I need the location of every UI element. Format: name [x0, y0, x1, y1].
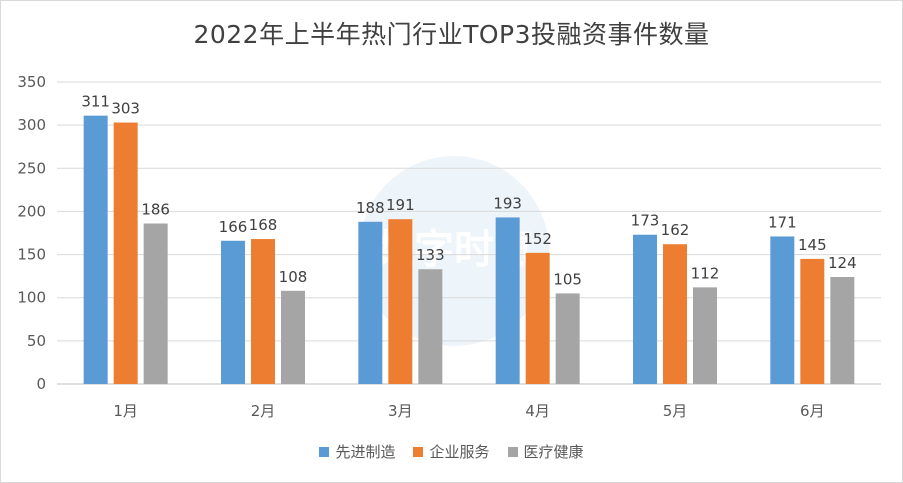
- bar: [281, 290, 305, 384]
- bar: [770, 236, 795, 384]
- chart-legend: 先进制造 企业服务 医疗健康: [1, 441, 902, 462]
- bar: [113, 122, 138, 384]
- data-label: 186: [141, 201, 170, 219]
- y-tick-label: 0: [36, 375, 46, 393]
- data-label: 311: [81, 93, 110, 111]
- legend-item: 医疗健康: [507, 441, 584, 462]
- x-tick-label: 6月: [800, 402, 825, 420]
- legend-swatch: [319, 446, 330, 457]
- y-tick-label: 350: [17, 73, 46, 91]
- data-label: 188: [356, 199, 385, 217]
- data-label: 193: [493, 194, 522, 212]
- bar: [143, 223, 168, 384]
- data-label: 133: [416, 246, 445, 264]
- y-tick-label: 100: [17, 289, 46, 307]
- data-label: 168: [249, 216, 278, 234]
- bar: [83, 115, 108, 384]
- data-label: 191: [386, 196, 415, 214]
- y-tick-label: 150: [17, 246, 46, 264]
- bar: [555, 293, 580, 384]
- bar: [525, 252, 550, 384]
- data-label: 124: [828, 254, 857, 272]
- x-tick-label: 1月: [113, 402, 138, 420]
- data-label: 171: [768, 213, 797, 231]
- legend-label: 医疗健康: [523, 443, 584, 461]
- bar: [663, 244, 687, 384]
- data-label: 166: [219, 218, 248, 236]
- x-tick-label: 3月: [388, 402, 413, 420]
- legend-swatch: [507, 446, 518, 457]
- legend-swatch: [413, 446, 424, 457]
- data-label: 303: [111, 100, 140, 118]
- bar: [495, 217, 520, 384]
- bar: [251, 239, 275, 384]
- bar: [418, 269, 443, 384]
- x-tick-label: 2月: [251, 402, 276, 420]
- legend-item: 先进制造: [319, 441, 395, 462]
- data-label: 152: [523, 230, 552, 248]
- y-tick-label: 50: [27, 332, 46, 350]
- legend-label: 先进制造: [335, 443, 396, 461]
- bar: [800, 258, 825, 384]
- bar: [633, 234, 657, 384]
- data-label: 105: [553, 270, 582, 288]
- data-label: 145: [798, 236, 827, 254]
- y-tick-label: 200: [17, 202, 46, 220]
- bar: [693, 287, 717, 384]
- bar: [221, 240, 245, 384]
- bar: [358, 221, 383, 384]
- chart-title: 2022年上半年热门行业TOP3投融资事件数量: [193, 20, 710, 49]
- watermark: 数字时氪: [359, 156, 549, 346]
- legend-label: 企业服务: [429, 443, 490, 461]
- data-label: 112: [691, 264, 720, 282]
- bar: [830, 277, 855, 384]
- data-label: 108: [279, 268, 308, 286]
- data-label: 173: [631, 212, 660, 230]
- x-tick-label: 5月: [663, 402, 688, 420]
- x-tick-label: 4月: [525, 402, 550, 420]
- bar: [388, 219, 413, 384]
- legend-item: 企业服务: [413, 441, 490, 462]
- y-tick-label: 300: [17, 116, 46, 134]
- data-label: 162: [661, 221, 690, 239]
- y-tick-label: 250: [17, 159, 46, 177]
